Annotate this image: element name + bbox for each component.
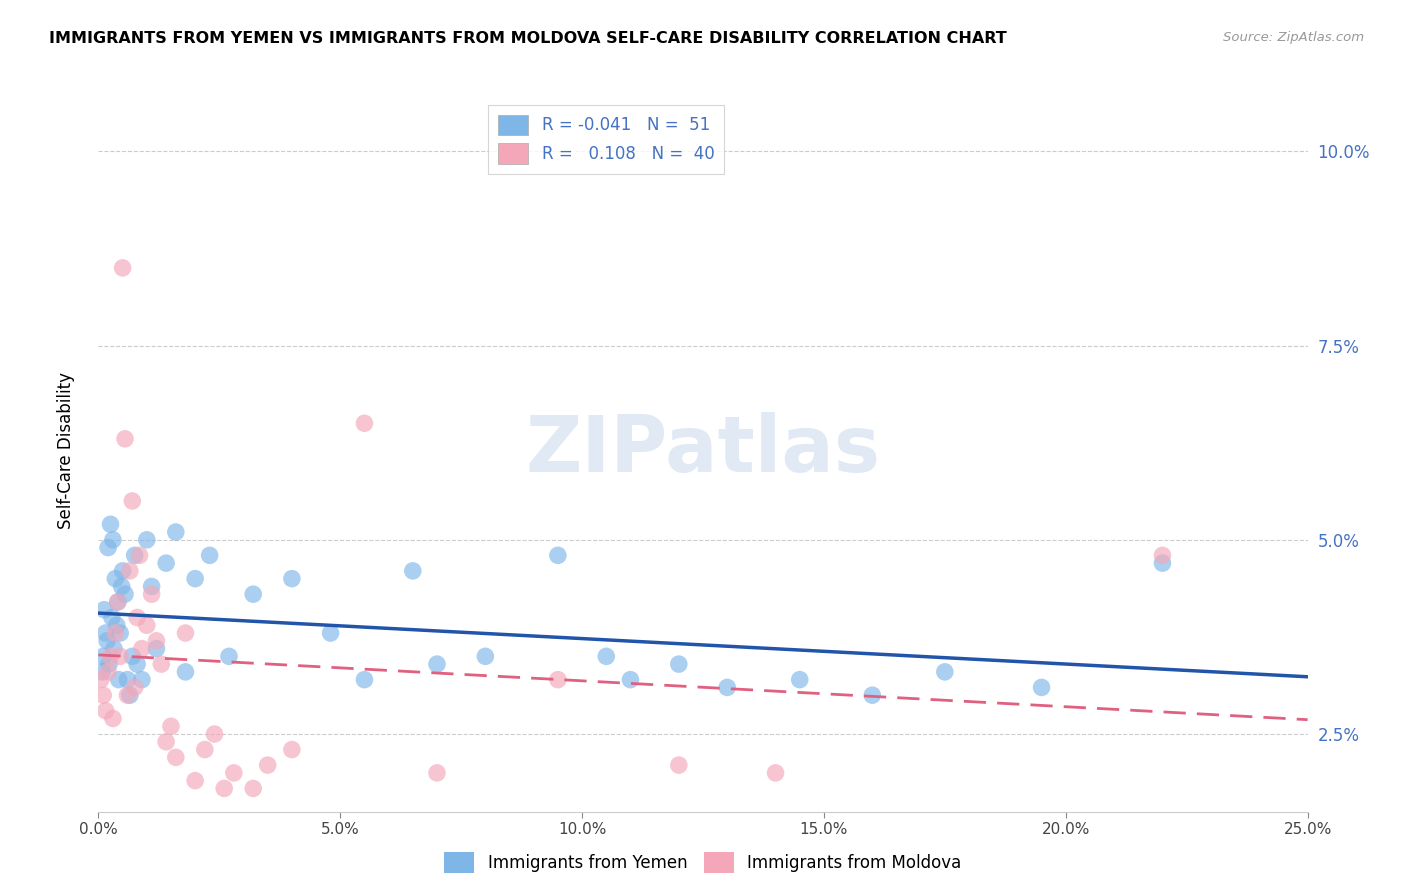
Point [145,633,167,648]
Point [97,665,120,679]
Point [91,665,114,679]
Point [218,649,240,664]
Point [426,765,449,780]
Point [716,681,738,695]
Point [94,704,117,718]
Point [103,641,125,656]
Point [118,564,141,578]
Point [94,626,117,640]
Point [222,765,245,780]
Point [111,579,134,593]
Point [474,649,496,664]
Legend: Immigrants from Yemen, Immigrants from Moldova: Immigrants from Yemen, Immigrants from M… [437,846,969,880]
Point [1031,681,1053,695]
Point [135,618,157,632]
Point [108,649,131,664]
Point [107,673,129,687]
Y-axis label: Self-Care Disability: Self-Care Disability [56,372,75,529]
Point [124,549,146,563]
Point [135,533,157,547]
Point [1152,549,1174,563]
Point [184,572,207,586]
Point [121,649,143,664]
Point [117,673,139,687]
Point [114,587,136,601]
Point [194,742,217,756]
Point [105,618,128,632]
Text: Source: ZipAtlas.com: Source: ZipAtlas.com [1223,31,1364,45]
Point [111,564,134,578]
Point [91,649,114,664]
Point [145,641,167,656]
Point [353,673,375,687]
Point [668,657,690,672]
Point [198,549,221,563]
Point [547,673,569,687]
Point [934,665,956,679]
Point [100,517,122,532]
Point [124,681,146,695]
Point [619,673,641,687]
Point [547,549,569,563]
Point [155,556,177,570]
Point [90,673,112,687]
Point [121,494,143,508]
Point [174,665,197,679]
Point [131,673,153,687]
Point [141,579,163,593]
Point [150,657,173,672]
Point [97,541,120,555]
Point [281,742,304,756]
Point [184,773,207,788]
Point [96,633,118,648]
Point [668,758,690,772]
Point [127,610,149,624]
Point [165,750,187,764]
Point [426,657,449,672]
Point [402,564,425,578]
Point [131,641,153,656]
Point [100,649,122,664]
Point [91,688,114,702]
Point [789,673,811,687]
Point [93,603,115,617]
Point [765,765,787,780]
Point [204,727,226,741]
Point [256,758,278,772]
Point [101,711,124,725]
Point [595,649,617,664]
Point [141,587,163,601]
Point [174,626,197,640]
Point [104,626,127,640]
Point [107,595,129,609]
Point [107,595,129,609]
Point [155,735,177,749]
Text: ZIPatlas: ZIPatlas [526,412,880,489]
Point [114,432,136,446]
Point [281,572,304,586]
Text: IMMIGRANTS FROM YEMEN VS IMMIGRANTS FROM MOLDOVA SELF-CARE DISABILITY CORRELATIO: IMMIGRANTS FROM YEMEN VS IMMIGRANTS FROM… [49,31,1007,46]
Point [1152,556,1174,570]
Point [242,587,264,601]
Legend: R = -0.041   N =  51, R =   0.108   N =  40: R = -0.041 N = 51, R = 0.108 N = 40 [488,104,724,174]
Point [101,610,124,624]
Point [98,657,121,672]
Point [860,688,883,702]
Point [108,626,131,640]
Point [101,533,124,547]
Point [127,657,149,672]
Point [242,781,264,796]
Point [117,688,139,702]
Point [165,524,187,539]
Point [118,688,141,702]
Point [128,549,150,563]
Point [111,260,134,275]
Point [353,417,375,431]
Point [319,626,342,640]
Point [160,719,183,733]
Point [212,781,235,796]
Point [104,572,127,586]
